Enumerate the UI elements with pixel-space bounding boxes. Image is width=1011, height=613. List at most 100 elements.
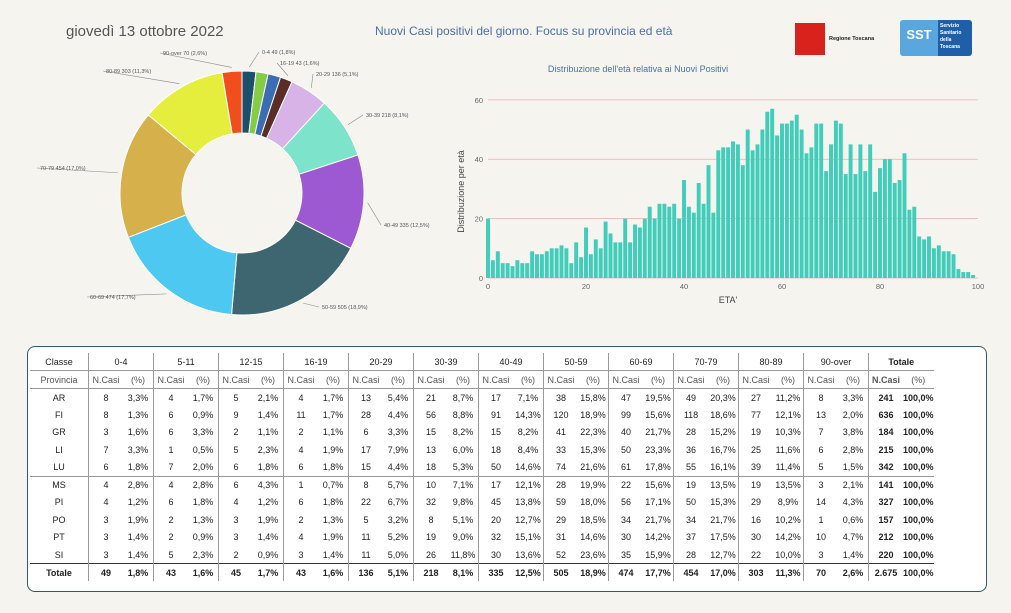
table-cell: 17 (478, 388, 513, 406)
histogram-bar-99 (971, 275, 976, 278)
header-pct: (%) (188, 370, 219, 389)
table-cell: 6 (153, 423, 188, 441)
row-total-pct: 100,0% (903, 549, 934, 560)
table-cell: 9,8% (452, 497, 474, 508)
table-cell: 1,7% (253, 563, 284, 581)
table-cell: 2,8% (127, 480, 149, 490)
table-cell: 18,5% (580, 514, 606, 525)
table-cell: 49 (673, 388, 708, 406)
table-cell: 22,3% (580, 427, 606, 438)
table-cell: 74 (543, 458, 578, 477)
histogram-bar-77 (863, 171, 868, 278)
table-cell: 23,3% (645, 444, 671, 455)
histogram-bar-45 (706, 165, 711, 278)
table-cell: 2,8% (192, 480, 214, 490)
table-cell: 3 (218, 528, 253, 546)
table-cell: 22 (738, 546, 773, 564)
table-cell: 335 (478, 563, 513, 581)
table-cell: 17,5% (710, 532, 736, 543)
xtick-label-40: 40 (680, 282, 688, 291)
histogram-bar-74 (848, 144, 853, 278)
table-cell: 7,1% (517, 392, 539, 403)
histogram-bar-89 (922, 239, 927, 278)
header-pct: (%) (643, 370, 674, 389)
table-cell: 8,7% (452, 392, 474, 403)
table-cell: 56 (608, 493, 643, 511)
histogram-bar-20 (584, 227, 588, 278)
table-cell: 99 (608, 406, 643, 424)
table-cell: 17,1% (645, 497, 671, 508)
table-cell: 28 (673, 546, 708, 564)
table-cell: 3,2% (387, 514, 409, 525)
histogram-bar-88 (917, 236, 922, 278)
table-cell: 21,7% (710, 514, 736, 525)
table-cell: 5 (348, 511, 383, 529)
histogram-bar-36 (662, 203, 667, 278)
histogram-bar-62 (789, 120, 794, 278)
header-age-5-11: 5-11 (153, 353, 219, 371)
table-cell: 11,6% (775, 444, 801, 455)
donut-label-0-4: 0-4 49 (1,8%) (262, 50, 295, 56)
donut-label-20-29: 20-29 136 (5,1%) (316, 72, 359, 78)
table-cell: 3,3% (842, 392, 864, 403)
table-cell: 15,6% (645, 480, 671, 490)
histogram-bar-9 (530, 251, 535, 278)
histogram-bar-52 (740, 165, 745, 278)
table-cell: 30 (478, 546, 513, 564)
table-cell: 1,9% (322, 444, 344, 455)
table-row-SI: SI 3 1,4% 5 2,3% 2 0,9% 3 1,4% 11 5,0% 26 11,8% 30 13,… (30, 546, 934, 564)
table-cell: 2,0% (188, 458, 219, 477)
table-cell: 1 (153, 441, 188, 459)
xtick-label-100: 100 (972, 282, 985, 291)
regione-toscana-logo: Regione Toscana (795, 22, 880, 56)
table-cell: 15,3% (710, 497, 736, 508)
table-cell: 47 (608, 388, 643, 406)
ytick-label-60: 60 (475, 96, 483, 105)
histogram-bar-78 (868, 144, 873, 278)
donut-label-16-19: 16-19 43 (1,6%) (280, 61, 320, 67)
donut-label-80-89: 80-89 303 (11,3%) (106, 69, 151, 75)
table-cell: 5,4% (387, 392, 409, 403)
histogram-bar-38 (672, 203, 677, 278)
table-cell: 3,3% (127, 392, 149, 403)
header-pct: (%) (708, 370, 739, 389)
histogram-bar-67 (814, 123, 819, 278)
table-cell: 31 (543, 528, 578, 546)
table-cell: 10 (413, 476, 448, 494)
histogram-bar-29 (628, 242, 633, 278)
header-totale-ncasi: N.Casi (868, 370, 903, 389)
table-cell: 5 (803, 458, 838, 477)
table-cell: 13,5% (710, 480, 736, 490)
donut-leader-40-49 (367, 202, 382, 226)
histogram-bar-42 (691, 212, 696, 278)
table-cell: 19 (413, 528, 448, 546)
histogram-bar-83 (892, 182, 897, 278)
donut-leader-0-4 (248, 51, 260, 68)
histogram-bar-34 (652, 218, 657, 278)
table-cell: 10 (803, 528, 838, 546)
header-classe: Classe (30, 353, 89, 371)
row-total-pct: 100,0% (903, 480, 934, 490)
row-total-pct: 100,0% (903, 514, 934, 525)
table-cell: 77 (738, 406, 773, 424)
grand-total: 2.675 (868, 563, 903, 581)
header-ncasi: N.Casi (738, 370, 773, 389)
histogram-bar-0 (486, 218, 490, 278)
table-cell: 34 (673, 511, 708, 529)
table-cell: 3 (88, 511, 123, 529)
table-cell: 13 (348, 388, 383, 406)
table-cell: 15 (478, 423, 513, 441)
histogram-bar-21 (588, 254, 593, 278)
table-cell: 21,6% (578, 458, 609, 477)
table-cell: 11,8% (450, 549, 476, 560)
histogram-bar-1 (490, 260, 495, 278)
table-cell: 6 (218, 458, 253, 477)
table-cell: 2,1% (257, 392, 279, 403)
table-cell: 8,4% (517, 444, 539, 455)
table-cell: 8,2% (517, 427, 539, 438)
table-cell: 28 (673, 423, 708, 441)
header-age-12-15: 12-15 (218, 353, 284, 371)
histogram-bar-6 (515, 260, 520, 278)
table-cell: 3,8% (842, 427, 864, 438)
row-total: 184 (868, 423, 903, 441)
